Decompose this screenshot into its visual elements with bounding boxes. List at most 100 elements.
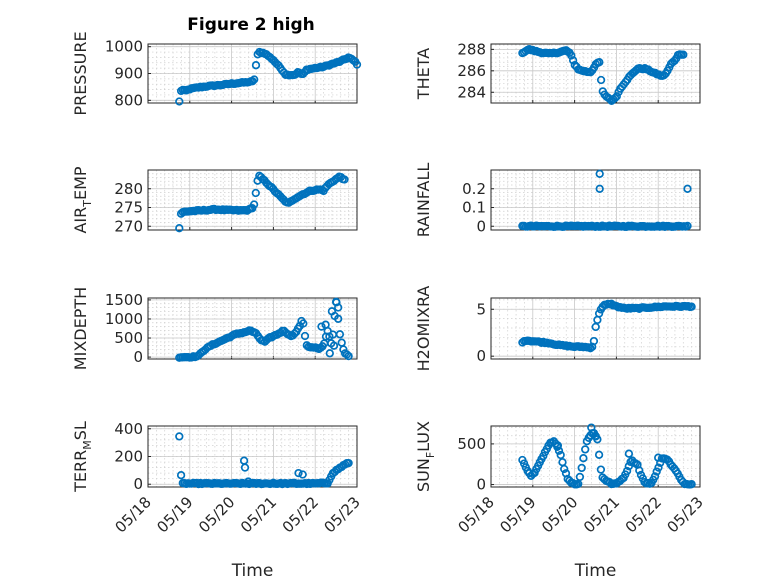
- y-axis-label: THETA: [414, 48, 433, 100]
- data-point: [325, 349, 334, 358]
- y-tick-label: 0: [476, 476, 486, 494]
- data-point: [650, 472, 660, 481]
- data-point: [568, 56, 578, 65]
- x-tick-label: 05/19: [496, 493, 539, 536]
- x-tick-label: 05/22: [622, 493, 665, 536]
- y-tick-label: 280: [114, 180, 143, 198]
- data-point: [175, 97, 184, 106]
- x-axis-label: Time: [574, 561, 617, 581]
- data-point: [352, 60, 362, 69]
- y-tick-label: 1000: [105, 38, 143, 56]
- data-point: [610, 93, 620, 103]
- subplot-rainfall: 00.10.2 RAINFALL: [414, 163, 701, 238]
- x-tick-label: 05/21: [580, 493, 623, 536]
- y-axis-label: AIRTEMP: [71, 166, 94, 233]
- figure-title: Figure 2 high: [187, 15, 315, 35]
- y-tick-label: 286: [457, 62, 486, 80]
- y-tick-label: 0: [476, 347, 486, 365]
- data-point: [240, 463, 250, 472]
- data-point: [605, 94, 614, 104]
- y-tick-label: 1500: [105, 291, 143, 309]
- data-point: [334, 303, 343, 312]
- data-point: [290, 478, 299, 487]
- data-point: [251, 61, 261, 70]
- data-point: [635, 466, 644, 475]
- y-tick-label: 200: [114, 448, 143, 466]
- x-tick-label: 05/22: [279, 493, 322, 536]
- data-point: [595, 58, 604, 67]
- data-point: [560, 464, 569, 474]
- subplot-h2omixra: 0 5 H2OMIXRA: [414, 286, 701, 372]
- data-point: [294, 468, 303, 478]
- y-axis-label: TERRMSL: [71, 421, 94, 493]
- subplot-theta: 284 286 288 THETA: [414, 40, 701, 105]
- data-point: [652, 467, 661, 476]
- data-point: [683, 184, 692, 193]
- y-tick-label: 0.2: [462, 180, 486, 198]
- y-axis-label: SUNFLUX: [414, 421, 437, 492]
- axes-border: [147, 169, 358, 231]
- data-point: [329, 341, 339, 350]
- data-point: [317, 322, 326, 331]
- data-point: [300, 331, 310, 341]
- data-point: [553, 441, 563, 450]
- data-point: [556, 450, 565, 460]
- data-point: [334, 314, 343, 323]
- y-axis-label: PRESSURE: [71, 31, 90, 115]
- x-tick-label: 05/23: [321, 493, 364, 536]
- data-point: [327, 307, 337, 316]
- data-point: [244, 477, 253, 486]
- subplot-pressure: 800 900 1000 PRESSURE: [71, 31, 362, 116]
- y-tick-label: 288: [457, 40, 486, 58]
- axes-border: [147, 43, 358, 104]
- data-point: [577, 463, 586, 473]
- data-point: [596, 465, 606, 474]
- x-tick-label: 05/21: [237, 493, 280, 536]
- data-point: [321, 320, 330, 329]
- data-point: [679, 50, 688, 59]
- data-point: [342, 350, 352, 359]
- data-point: [654, 463, 663, 472]
- x-tick-label: 05/19: [153, 493, 196, 536]
- data-point: [175, 432, 184, 441]
- y-tick-label: 5: [476, 300, 486, 318]
- data-point: [175, 224, 184, 233]
- y-tick-label: 800: [114, 91, 143, 109]
- data-point: [250, 75, 259, 84]
- data-point: [344, 351, 353, 361]
- y-tick-label: 0: [476, 217, 486, 235]
- y-axis-label: H2OMIXRA: [414, 286, 433, 372]
- data-point: [554, 446, 564, 455]
- y-tick-label: 400: [114, 420, 143, 438]
- y-tick-label: 0.1: [462, 199, 486, 217]
- data-point: [269, 478, 278, 487]
- data-point: [687, 302, 696, 311]
- data-point: [298, 470, 307, 479]
- x-tick-label: 05/23: [664, 493, 707, 536]
- data-point: [299, 319, 308, 328]
- axes-border: [490, 297, 701, 360]
- y-axis-label: MIXDEPTH: [71, 287, 90, 370]
- data-point: [579, 454, 588, 463]
- x-tick-label: 05/20: [195, 493, 238, 536]
- data-point: [206, 479, 215, 488]
- y-axis-label: RAINFALL: [414, 163, 433, 238]
- data-point: [594, 309, 604, 318]
- x-tick-label: 05/18: [112, 493, 155, 536]
- y-tick-label: 500: [457, 435, 486, 453]
- data-point: [335, 330, 345, 339]
- data-point: [654, 453, 663, 462]
- data-point: [687, 480, 696, 489]
- axes-border: [147, 297, 358, 360]
- y-tick-label: 0: [133, 348, 143, 366]
- data-point: [249, 200, 259, 209]
- data-point: [624, 449, 634, 458]
- x-tick-label: 05/18: [455, 493, 498, 536]
- y-tick-label: 275: [114, 199, 143, 217]
- data-point: [596, 75, 606, 85]
- data-point: [622, 466, 632, 476]
- data-point: [595, 184, 604, 193]
